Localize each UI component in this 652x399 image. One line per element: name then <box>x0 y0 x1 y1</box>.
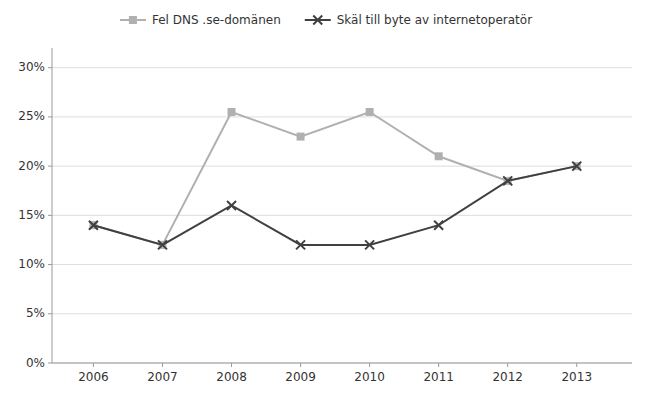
y-tick <box>48 363 52 364</box>
x-axis: 2006 2007 2008 2009 2010 2011 2012 2013 <box>52 363 632 384</box>
chart: 0%5%10%15%20%25%30%200620072008200920102… <box>0 0 652 399</box>
y-tick-label: 10% <box>18 257 45 271</box>
point <box>297 133 305 141</box>
y-tick <box>48 313 52 314</box>
point <box>227 201 236 210</box>
series-line <box>93 112 576 245</box>
x-tick-label: 2010 <box>354 370 385 384</box>
point <box>228 108 236 116</box>
point <box>435 152 443 160</box>
point <box>296 240 305 249</box>
x-tick <box>300 363 301 367</box>
x-axis-line <box>52 363 632 364</box>
y-axis: 0% 5% 10% 15% 20% 25% 30% <box>18 48 52 370</box>
x-tick-label: 2007 <box>147 370 178 384</box>
plot-area <box>89 108 581 249</box>
x-tick <box>93 363 94 367</box>
x-tick <box>231 363 232 367</box>
y-tick-label: 0% <box>26 356 45 370</box>
y-tick <box>48 116 52 117</box>
grid-line <box>52 264 632 265</box>
x-tick-label: 2006 <box>78 370 109 384</box>
x-tick-label: 2009 <box>285 370 316 384</box>
legend-label: Skäl till byte av internetoperatör <box>337 13 532 27</box>
y-tick-label: 30% <box>18 60 45 74</box>
grid-line <box>52 116 632 117</box>
legend-marker <box>313 16 322 25</box>
y-tick-label: 5% <box>26 306 45 320</box>
grid <box>52 68 632 363</box>
point <box>366 108 374 116</box>
grid-line <box>52 67 632 68</box>
x-tick <box>162 363 163 367</box>
legend-item: Fel DNS .se-domänen <box>120 13 281 27</box>
point <box>89 221 98 230</box>
point <box>434 221 443 230</box>
y-tick <box>48 264 52 265</box>
point <box>365 240 374 249</box>
y-tick <box>48 67 52 68</box>
x-tick <box>576 363 577 367</box>
legend-marker <box>129 16 137 24</box>
grid-line <box>52 166 632 167</box>
series <box>89 162 581 250</box>
grid-line <box>52 215 632 216</box>
point <box>572 162 581 171</box>
x-tick <box>369 363 370 367</box>
grid-line <box>52 313 632 314</box>
x-tick-label: 2012 <box>492 370 523 384</box>
y-tick <box>48 215 52 216</box>
series <box>89 108 580 249</box>
series-line <box>93 166 576 245</box>
y-tick <box>48 166 52 167</box>
legend-item: Skäl till byte av internetoperatör <box>305 13 532 27</box>
legend: Fel DNS .se-domänen Skäl till byte av int… <box>120 13 532 27</box>
x-tick-label: 2011 <box>423 370 454 384</box>
grid-line <box>52 363 632 364</box>
y-tick-label: 15% <box>18 208 45 222</box>
x-tick-label: 2013 <box>561 370 592 384</box>
y-tick-label: 25% <box>18 109 45 123</box>
y-axis-line <box>52 48 53 363</box>
x-tick <box>507 363 508 367</box>
legend-label: Fel DNS .se-domänen <box>152 13 281 27</box>
x-tick-label: 2008 <box>216 370 247 384</box>
y-tick-label: 20% <box>18 159 45 173</box>
point <box>503 176 512 185</box>
point <box>158 240 167 249</box>
x-tick <box>438 363 439 367</box>
